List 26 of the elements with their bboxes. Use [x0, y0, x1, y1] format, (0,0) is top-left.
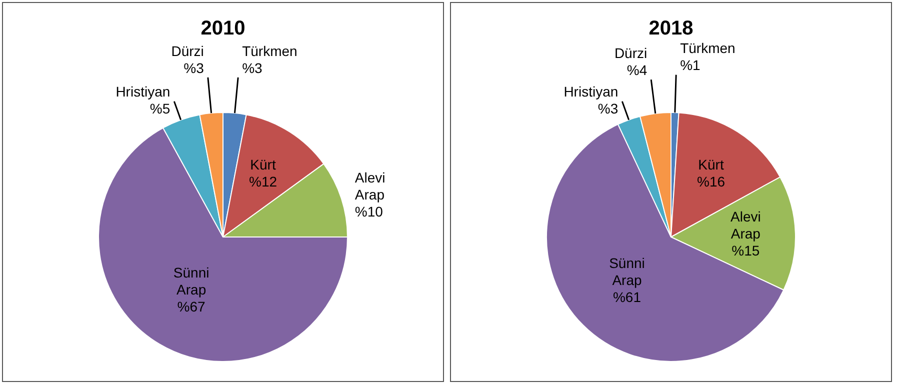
slice-label: Hristiyan — [564, 84, 618, 100]
slice-label: Alevi Arap — [354, 169, 386, 202]
slice-label: Türkmen — [242, 42, 298, 59]
slice-label: Türkmen — [680, 40, 736, 56]
slice-label: Alevi Arap — [730, 208, 761, 242]
data-label: %3 — [242, 60, 263, 76]
slice-label: Dürzi — [171, 42, 204, 59]
slice-label: Sünni Arap — [609, 254, 645, 288]
slice-label: Dürzi — [614, 44, 648, 61]
data-label: %3 — [598, 100, 618, 117]
slice-label: Sünni Arap — [173, 264, 210, 298]
data-label: %1 — [680, 57, 701, 74]
chart-title: 2010 — [200, 18, 246, 40]
slice-label: Kürt — [698, 156, 724, 172]
data-label: %16 — [697, 173, 726, 190]
data-label: %4 — [626, 62, 648, 78]
data-label: %10 — [354, 203, 384, 220]
data-label: %61 — [612, 288, 642, 305]
data-label: %15 — [732, 242, 760, 259]
data-label: %12 — [249, 173, 278, 190]
data-label: %3 — [184, 60, 204, 76]
slice-label: Kürt — [250, 156, 276, 172]
data-label: %5 — [150, 100, 170, 117]
slice-label: Hristiyan — [116, 84, 170, 100]
chart-title: 2018 — [648, 18, 694, 40]
data-label: %67 — [177, 298, 206, 314]
